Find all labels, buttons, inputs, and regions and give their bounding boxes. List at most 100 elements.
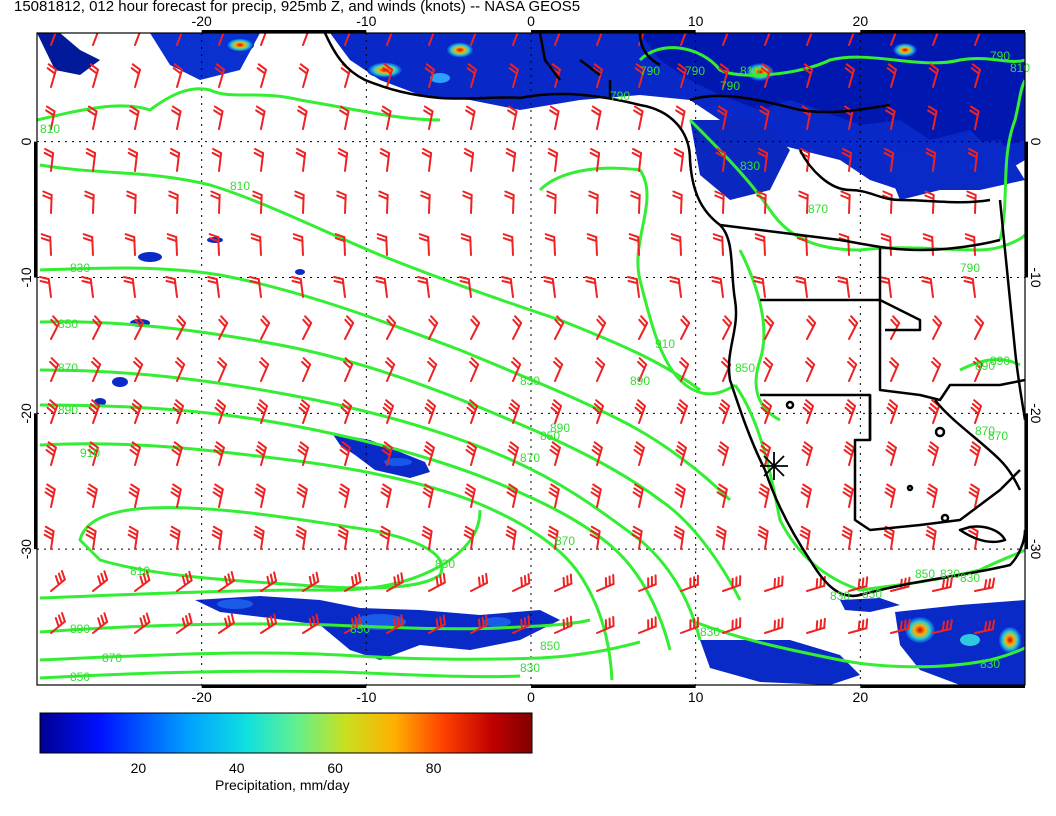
- wind-barb: [50, 570, 66, 592]
- precip-colorbar: [39, 712, 533, 754]
- contour-label: 830: [70, 261, 90, 275]
- wind-barb: [848, 576, 869, 592]
- wind-barb: [123, 276, 136, 298]
- wind-barb: [928, 63, 939, 88]
- wind-barb: [381, 105, 392, 130]
- lon-tick-label: -10: [356, 13, 376, 29]
- wind-barb: [464, 483, 476, 508]
- wind-barb: [586, 233, 598, 256]
- wind-barb: [800, 483, 812, 508]
- wind-barb: [630, 190, 641, 214]
- wind-barb: [711, 276, 724, 298]
- wind-barb: [969, 441, 981, 466]
- wind-barb: [966, 190, 977, 214]
- wind-barb: [50, 33, 57, 46]
- wind-barb: [45, 441, 57, 466]
- colorbar-tick-label: 60: [327, 760, 343, 776]
- wind-barb: [417, 276, 430, 298]
- wind-barb: [344, 33, 351, 46]
- wind-barb: [421, 525, 433, 550]
- wind-barb: [501, 276, 514, 298]
- wind-barb: [548, 483, 560, 508]
- wind-barb: [680, 574, 699, 592]
- wind-barb: [554, 615, 573, 634]
- wind-barb: [466, 63, 477, 88]
- wind-barb: [970, 63, 981, 88]
- wind-barb: [469, 357, 480, 382]
- wind-barb: [722, 575, 742, 592]
- wind-barb: [974, 315, 985, 340]
- wind-barb: [507, 441, 519, 466]
- wind-barb: [633, 441, 645, 466]
- wind-barb: [718, 399, 731, 424]
- wind-barb: [759, 441, 771, 466]
- wind-barb: [166, 233, 178, 256]
- contour-label: 790: [990, 49, 1010, 63]
- latitude-labels-right: 0 -10 -20 -30: [1028, 138, 1044, 560]
- wind-barb: [175, 357, 186, 382]
- wind-barb: [462, 190, 473, 214]
- wind-barb: [758, 483, 770, 508]
- wind-barb: [256, 399, 269, 424]
- wind-barb: [338, 483, 350, 508]
- wind-barb: [843, 441, 855, 466]
- wind-barb: [511, 357, 522, 382]
- wind-barb: [214, 399, 227, 424]
- wind-barb: [82, 233, 94, 256]
- wind-barb: [86, 483, 98, 508]
- wind-barb: [806, 575, 826, 592]
- wind-barb: [974, 33, 981, 46]
- wind-barb: [795, 276, 808, 298]
- wind-barb: [512, 573, 531, 592]
- wind-barb: [806, 33, 813, 46]
- wind-barb: [296, 483, 308, 508]
- wind-barb: [218, 33, 225, 46]
- contour-label: 850: [735, 361, 755, 375]
- wind-barb: [214, 63, 225, 88]
- frame-bar: [531, 30, 696, 33]
- lon-tick-label: -20: [192, 13, 212, 29]
- colorbar-tick-label: 40: [229, 760, 245, 776]
- wind-barb: [756, 190, 767, 214]
- wind-barb: [590, 483, 602, 508]
- wind-barb: [546, 190, 557, 214]
- wind-barb: [428, 33, 435, 46]
- wind-barb: [638, 574, 657, 592]
- wind-barb: [754, 233, 766, 256]
- wind-barb: [927, 441, 939, 466]
- wind-barb: [889, 357, 900, 382]
- wind-barb: [424, 63, 435, 88]
- contour-label: 850: [350, 622, 370, 636]
- wind-barb: [171, 441, 183, 466]
- wind-barb: [715, 525, 727, 550]
- wind-barb: [631, 147, 643, 172]
- wind-barb: [380, 483, 392, 508]
- wind-barb: [883, 147, 895, 172]
- wind-barb: [169, 147, 181, 172]
- wind-barb: [932, 315, 943, 340]
- wind-barb: [638, 315, 649, 340]
- wind-barb: [297, 105, 308, 130]
- wind-barb: [506, 483, 518, 508]
- wind-barb: [211, 147, 223, 172]
- wind-barb: [292, 233, 304, 256]
- lat-tick-label: -30: [1028, 539, 1044, 559]
- wind-barb: [302, 33, 309, 46]
- wind-barb: [210, 190, 221, 214]
- wind-barb: [382, 399, 395, 424]
- contour-label: 830: [520, 374, 540, 388]
- frame-bar: [34, 413, 37, 550]
- wind-barb: [218, 613, 235, 634]
- wind-barb: [638, 616, 657, 634]
- contour-label: 850: [70, 670, 90, 684]
- contour-label: 850: [862, 587, 882, 601]
- wind-barb: [386, 33, 393, 46]
- wind-barb: [168, 190, 179, 214]
- wind-barb: [218, 315, 229, 340]
- wind-barb: [591, 441, 603, 466]
- wind-barb: [423, 105, 434, 130]
- contour-label: 830: [960, 571, 980, 585]
- wind-barb: [256, 63, 267, 88]
- wind-barb: [632, 483, 644, 508]
- contour-label: 850: [540, 429, 560, 443]
